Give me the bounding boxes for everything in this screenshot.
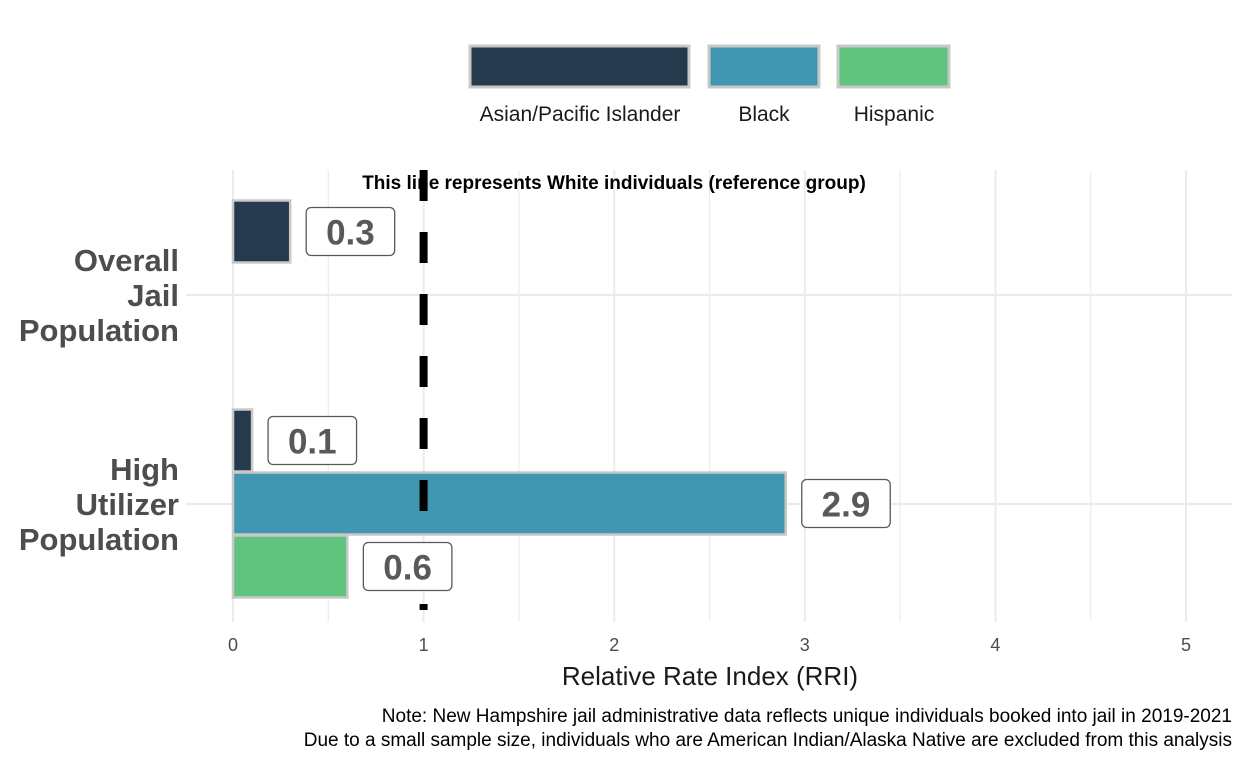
bar-overall-jail-population-asian-pacific-islander	[231, 199, 292, 264]
bar-high-utilizer-population-asian-pacific-islander	[231, 408, 254, 473]
legend-label-black: Black	[738, 103, 790, 126]
value-label-overall-jail-population-asian-pacific-islander: 0.3	[326, 214, 375, 253]
category-label-high-utilizer-population: High Utilizer Population	[19, 452, 179, 557]
category-label-line: Overall	[74, 243, 179, 278]
x-tick-label: 3	[800, 635, 810, 655]
reference-line-label: This line represents White individuals (…	[362, 173, 866, 194]
category-label-line: Population	[19, 313, 179, 348]
legend-label-asian-pacific-islander: Asian/Pacific Islander	[480, 103, 681, 126]
reference-line-group: This line represents White individuals (…	[362, 170, 866, 610]
value-label-box	[267, 415, 358, 466]
value-label-high-utilizer-population-black: 2.9	[822, 486, 871, 525]
value-label-box	[362, 541, 453, 592]
legend: Asian/Pacific Islander Black Hispanic	[468, 44, 951, 126]
x-tick-label: 2	[609, 635, 619, 655]
value-label-high-utilizer-population-hispanic: 0.6	[383, 549, 432, 588]
x-tick-label: 0	[228, 635, 238, 655]
legend-swatch-black	[707, 44, 821, 89]
x-axis: 0 1 2 3 4 5 Relative Rate Index (RRI)	[228, 635, 1191, 691]
note-line-2: Due to a small sample size, individuals …	[303, 730, 1232, 751]
legend-swatch-hispanic	[836, 44, 951, 89]
bar-high-utilizer-population-hispanic	[231, 534, 349, 599]
x-tick-label: 5	[1181, 635, 1191, 655]
legend-swatch-asian-pacific-islander	[468, 44, 691, 89]
value-label-high-utilizer-population-asian-pacific-islander: 0.1	[288, 423, 337, 462]
bars	[231, 199, 787, 599]
value-labels: 0.3 0.1 2.9 0.6	[267, 206, 891, 592]
value-label-box	[305, 206, 396, 257]
bar-high-utilizer-population-black	[231, 471, 787, 536]
x-axis-label: Relative Rate Index (RRI)	[562, 661, 858, 691]
x-tick-label: 1	[419, 635, 429, 655]
category-label-line: Population	[19, 522, 179, 557]
note-line-1: Note: New Hampshire jail administrative …	[381, 706, 1232, 727]
value-label-box	[801, 478, 891, 529]
category-label-line: Jail	[127, 278, 179, 313]
category-label-line: Utilizer	[76, 487, 179, 522]
legend-label-hispanic: Hispanic	[854, 103, 935, 126]
x-tick-label: 4	[990, 635, 1000, 655]
category-label-overall-jail-population: Overall Jail Population	[19, 243, 179, 348]
category-label-line: High	[110, 452, 179, 487]
